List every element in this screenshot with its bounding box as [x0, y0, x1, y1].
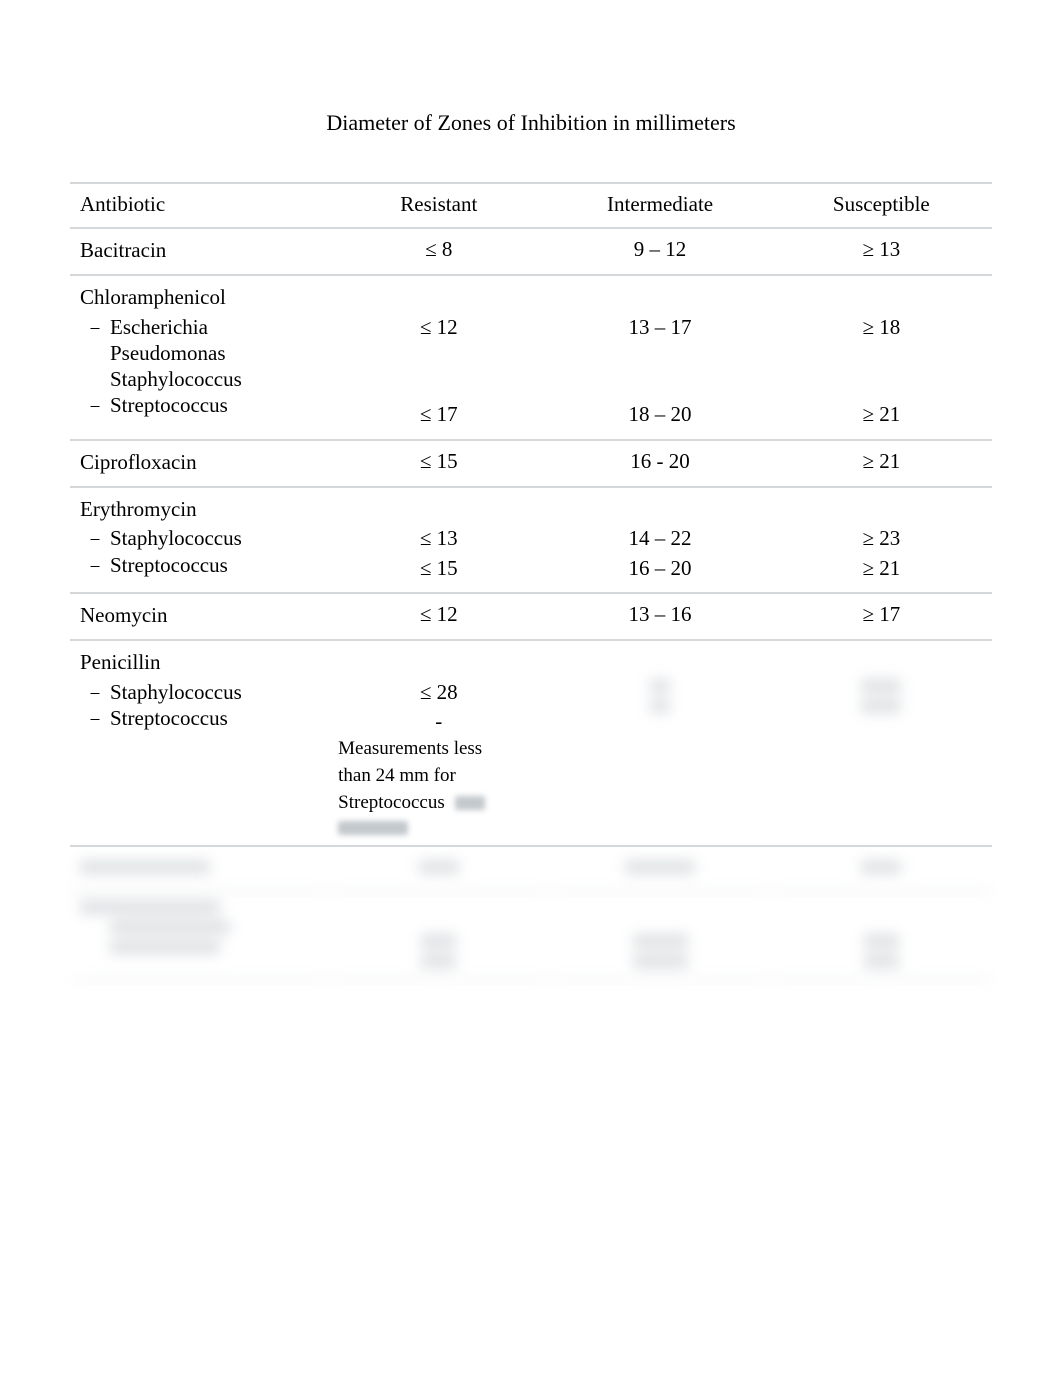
resistant-note: than 24 mm for: [338, 764, 456, 789]
blurred-text: [421, 934, 456, 948]
blurred-text: [864, 954, 899, 968]
organism-item: Escherichia: [110, 314, 318, 340]
susceptible-value: ≥ 18: [862, 314, 900, 341]
bullet-icon: ⎯: [80, 707, 110, 730]
blurred-text: [421, 954, 456, 968]
antibiotic-name: Erythromycin: [80, 496, 318, 523]
resistant-value: ≤ 13: [420, 525, 458, 552]
resistant-value: ≤ 15: [420, 449, 458, 473]
susceptible-value: ≥ 13: [862, 237, 900, 261]
organism-item: Streptococcus: [110, 392, 318, 418]
intermediate-value: [657, 372, 662, 399]
bullet-icon: ⎯: [80, 316, 110, 339]
antibiotic-name: Bacitracin: [80, 237, 318, 264]
organism-item: Streptococcus: [110, 552, 318, 578]
table-header-row: Antibiotic Resistant Intermediate Suscep…: [70, 182, 992, 229]
resistant-value: ≤ 8: [425, 237, 452, 261]
susceptible-value: ≥ 21: [862, 449, 900, 473]
antibiotic-name: Penicillin: [80, 649, 318, 676]
table-row: Chloramphenicol ⎯Escherichia Pseudomonas…: [70, 276, 992, 440]
resistant-value: ≤ 28: [420, 679, 458, 706]
resistant-value: [436, 284, 441, 311]
intermediate-value: 16 - 20: [630, 449, 690, 473]
intermediate-value: [657, 496, 662, 523]
zone-table: Antibiotic Resistant Intermediate Suscep…: [70, 182, 992, 980]
organism-item: Staphylococcus: [110, 525, 318, 551]
resistant-value: [436, 496, 441, 523]
intermediate-value: [657, 343, 662, 370]
table-row: Penicillin ⎯Staphylococcus ⎯Streptococcu…: [70, 641, 992, 847]
organism-item: Staphylococcus: [110, 366, 318, 392]
intermediate-value: 13 – 17: [629, 314, 692, 341]
intermediate-value: [657, 649, 662, 676]
susceptible-value: [879, 284, 884, 311]
page-title: Diameter of Zones of Inhibition in milli…: [70, 110, 992, 136]
resistant-value: ≤ 15: [420, 555, 458, 582]
resistant-note: Measurements less: [338, 737, 482, 762]
susceptible-value: ≥ 23: [862, 525, 900, 552]
susceptible-value: [879, 343, 884, 370]
organism-list: ⎯Escherichia Pseudomonas Staphylococcus …: [80, 314, 318, 419]
col-susceptible: Susceptible: [771, 182, 992, 229]
table-row-blurred: [70, 847, 992, 892]
resistant-value: [436, 343, 441, 370]
col-antibiotic: Antibiotic: [70, 182, 328, 229]
blurred-text: [110, 940, 220, 954]
antibiotic-name: Chloramphenicol: [80, 284, 318, 311]
susceptible-value: [879, 372, 884, 399]
blurred-text: [80, 860, 210, 874]
susceptible-value: ≥ 21: [862, 555, 900, 582]
bullet-icon: ⎯: [80, 681, 110, 704]
resistant-value: [436, 372, 441, 399]
table-row: Bacitracin ≤ 8 9 – 12 ≥ 13: [70, 229, 992, 276]
bullet-icon: ⎯: [80, 394, 110, 417]
susceptible-value: [879, 649, 884, 676]
organism-item: Staphylococcus: [110, 679, 318, 705]
intermediate-value: 9 – 12: [634, 237, 687, 261]
blurred-text: [110, 920, 230, 934]
susceptible-value: [879, 496, 884, 523]
blurred-text: [80, 900, 220, 914]
intermediate-value: [657, 284, 662, 311]
antibiotic-name: Neomycin: [80, 602, 318, 629]
intermediate-value: 13 – 16: [629, 602, 692, 626]
organism-item: Pseudomonas: [110, 340, 318, 366]
antibiotic-name: Ciprofloxacin: [80, 449, 318, 476]
resistant-value: -: [435, 708, 442, 735]
organism-list: ⎯Staphylococcus ⎯Streptococcus: [80, 525, 318, 578]
blurred-text: [633, 954, 688, 968]
intermediate-value: 16 – 20: [629, 555, 692, 582]
col-intermediate: Intermediate: [549, 182, 770, 229]
table-row: Neomycin ≤ 12 13 – 16 ≥ 17: [70, 594, 992, 641]
resistant-value: ≤ 17: [420, 401, 458, 428]
resistant-value: ≤ 12: [420, 314, 458, 341]
resistant-note: Streptococcus: [338, 791, 485, 816]
intermediate-value: 18 – 20: [629, 401, 692, 428]
bullet-icon: ⎯: [80, 527, 110, 550]
susceptible-value: ≥ 21: [862, 401, 900, 428]
col-resistant: Resistant: [328, 182, 549, 229]
blurred-text: [625, 860, 695, 874]
intermediate-value: 14 – 22: [629, 525, 692, 552]
table-row: Erythromycin ⎯Staphylococcus ⎯Streptococ…: [70, 488, 992, 594]
table-row-blurred: [70, 892, 992, 979]
blurred-text: [419, 860, 459, 874]
blurred-text: [633, 934, 688, 948]
organism-list: ⎯Staphylococcus ⎯Streptococcus: [80, 679, 318, 732]
organism-item: Streptococcus: [110, 705, 318, 731]
resistant-value: ≤ 12: [420, 602, 458, 626]
blurred-text: [864, 934, 899, 948]
blurred-text: [861, 860, 901, 874]
bullet-icon: ⎯: [80, 554, 110, 577]
susceptible-value: ≥ 17: [862, 602, 900, 626]
table-row: Ciprofloxacin ≤ 15 16 - 20 ≥ 21: [70, 441, 992, 488]
resistant-value: [436, 649, 441, 676]
